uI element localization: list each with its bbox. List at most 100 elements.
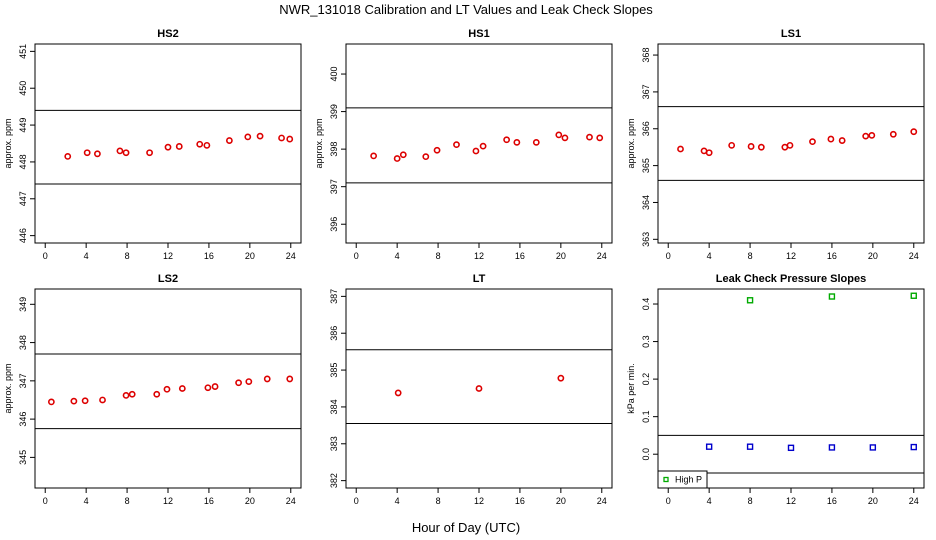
- data-point: [116, 147, 124, 155]
- data-point: [153, 390, 161, 398]
- plot-frame: [345, 43, 613, 244]
- x-tick-label: 12: [474, 496, 484, 506]
- data-point: [211, 383, 219, 390]
- x-tick-label: 20: [868, 496, 878, 506]
- chart-panel-2: HS1 0 4 8 12 16 20 24 396 397 398 399 400 approx. ppm: [314, 28, 613, 261]
- y-tick-label: 448: [18, 154, 28, 169]
- y-axis-label: approx. ppm: [314, 118, 324, 168]
- data-point: [128, 390, 136, 398]
- data-point: [393, 155, 401, 162]
- data-point: [244, 133, 252, 141]
- data-point: [422, 153, 430, 161]
- y-tick-label: 0.4: [641, 298, 651, 311]
- data-point: [728, 141, 736, 149]
- data-point: [828, 293, 836, 300]
- y-tick-label: 0.3: [641, 335, 651, 348]
- data-point: [786, 141, 794, 149]
- data-point: [164, 143, 172, 151]
- x-tick-label: 0: [43, 251, 48, 261]
- data-point: [178, 385, 186, 392]
- x-tick-label: 8: [436, 496, 441, 506]
- figure-x-axis-label: Hour of Day (UTC): [412, 520, 520, 535]
- y-axis-label: approx. ppm: [3, 363, 13, 413]
- x-tick-label: 24: [597, 496, 607, 506]
- data-point: [479, 142, 487, 150]
- y-tick-label: 345: [18, 450, 28, 465]
- panel-title: HS1: [468, 28, 489, 40]
- y-tick-label: 365: [641, 158, 651, 173]
- x-tick-label: 4: [707, 496, 712, 506]
- data-point: [286, 135, 294, 143]
- data-point: [286, 375, 294, 383]
- data-point: [472, 147, 480, 155]
- legend-label: High P: [675, 475, 702, 485]
- y-tick-label: 0.0: [641, 448, 651, 461]
- y-tick-label: 363: [641, 232, 651, 247]
- x-tick-label: 12: [786, 251, 796, 261]
- panel-title: LS1: [781, 28, 801, 40]
- y-tick-label: 368: [641, 48, 651, 63]
- y-axis-label: approx. ppm: [626, 118, 636, 168]
- y-tick-label: 382: [329, 473, 339, 488]
- x-tick-label: 8: [748, 251, 753, 261]
- y-axis-label: approx. ppm: [3, 118, 13, 168]
- data-point: [399, 151, 407, 159]
- plot-frame: [34, 288, 302, 489]
- panel-title: LS2: [158, 273, 178, 285]
- data-point: [146, 149, 153, 157]
- data-point: [204, 384, 212, 392]
- y-tick-label: 349: [18, 297, 28, 312]
- data-point: [81, 397, 89, 405]
- y-tick-label: 386: [329, 326, 339, 341]
- y-tick-label: 400: [329, 67, 339, 82]
- plot-frame: [34, 43, 302, 244]
- x-tick-label: 4: [707, 251, 712, 261]
- panel-title: HS2: [157, 28, 178, 40]
- x-tick-label: 8: [125, 496, 130, 506]
- data-point: [453, 141, 460, 149]
- data-point: [828, 444, 836, 451]
- data-point: [122, 149, 130, 157]
- data-point: [757, 143, 765, 151]
- data-point: [705, 443, 713, 450]
- x-tick-label: 12: [163, 251, 173, 261]
- data-point: [64, 152, 72, 160]
- y-tick-label: 384: [329, 399, 339, 414]
- data-point: [433, 146, 441, 154]
- data-point: [225, 137, 233, 144]
- data-point: [747, 143, 755, 150]
- x-tick-label: 0: [354, 251, 359, 261]
- data-point: [869, 444, 877, 451]
- data-point: [787, 444, 795, 452]
- y-tick-label: 449: [18, 118, 28, 133]
- y-tick-label: 396: [329, 217, 339, 232]
- data-point: [70, 397, 78, 405]
- y-tick-label: 399: [329, 104, 339, 119]
- data-point: [175, 143, 183, 150]
- data-point: [94, 150, 101, 158]
- y-tick-label: 385: [329, 363, 339, 378]
- data-point: [561, 134, 569, 142]
- y-tick-label: 366: [641, 121, 651, 136]
- x-tick-label: 16: [515, 251, 525, 261]
- data-point: [278, 134, 285, 142]
- x-tick-label: 8: [125, 251, 130, 261]
- data-point: [889, 130, 897, 138]
- x-tick-label: 20: [556, 251, 566, 261]
- y-axis-label: kPa per min.: [626, 363, 636, 414]
- x-tick-label: 16: [204, 496, 214, 506]
- x-tick-label: 4: [395, 251, 400, 261]
- y-tick-label: 397: [329, 179, 339, 194]
- chart-panel-5: LT 0 4 8 12 16 20 24 382 383 384 385 386 387: [329, 273, 613, 506]
- x-tick-label: 8: [436, 251, 441, 261]
- y-tick-label: 346: [18, 412, 28, 427]
- data-point: [746, 443, 754, 450]
- x-tick-label: 0: [354, 496, 359, 506]
- x-tick-label: 4: [84, 251, 89, 261]
- data-point: [586, 133, 593, 141]
- data-point: [746, 297, 754, 304]
- y-tick-label: 364: [641, 195, 651, 210]
- data-point: [809, 138, 816, 146]
- y-tick-label: 450: [18, 81, 28, 96]
